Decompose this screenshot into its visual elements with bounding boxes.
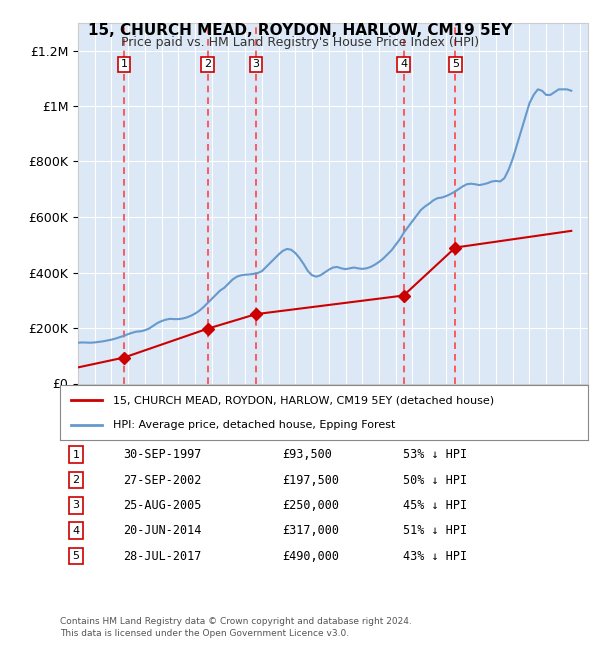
Text: £490,000: £490,000 [282, 550, 339, 562]
Text: 50% ↓ HPI: 50% ↓ HPI [403, 473, 467, 486]
Text: 4: 4 [400, 59, 407, 70]
Text: 5: 5 [452, 59, 459, 70]
Text: 15, CHURCH MEAD, ROYDON, HARLOW, CM19 5EY (detached house): 15, CHURCH MEAD, ROYDON, HARLOW, CM19 5E… [113, 395, 494, 405]
Text: Contains HM Land Registry data © Crown copyright and database right 2024.
This d: Contains HM Land Registry data © Crown c… [60, 618, 412, 638]
Text: 1: 1 [121, 59, 127, 70]
Text: 27-SEP-2002: 27-SEP-2002 [124, 473, 202, 486]
Text: 15, CHURCH MEAD, ROYDON, HARLOW, CM19 5EY: 15, CHURCH MEAD, ROYDON, HARLOW, CM19 5E… [88, 23, 512, 38]
Text: 2: 2 [204, 59, 211, 70]
Text: £93,500: £93,500 [282, 448, 332, 461]
Text: 43% ↓ HPI: 43% ↓ HPI [403, 550, 467, 562]
Text: 5: 5 [73, 551, 79, 561]
Text: £197,500: £197,500 [282, 473, 339, 486]
Text: 4: 4 [72, 526, 79, 536]
Text: 3: 3 [73, 500, 79, 510]
Text: 25-AUG-2005: 25-AUG-2005 [124, 499, 202, 512]
Text: 1: 1 [73, 450, 79, 460]
Text: 3: 3 [253, 59, 260, 70]
Text: 2: 2 [72, 475, 79, 485]
Text: Price paid vs. HM Land Registry's House Price Index (HPI): Price paid vs. HM Land Registry's House … [121, 36, 479, 49]
Text: 53% ↓ HPI: 53% ↓ HPI [403, 448, 467, 461]
Text: 30-SEP-1997: 30-SEP-1997 [124, 448, 202, 461]
Text: £317,000: £317,000 [282, 524, 339, 537]
Text: £250,000: £250,000 [282, 499, 339, 512]
Text: 45% ↓ HPI: 45% ↓ HPI [403, 499, 467, 512]
Text: 51% ↓ HPI: 51% ↓ HPI [403, 524, 467, 537]
Text: 20-JUN-2014: 20-JUN-2014 [124, 524, 202, 537]
Text: 28-JUL-2017: 28-JUL-2017 [124, 550, 202, 562]
Text: HPI: Average price, detached house, Epping Forest: HPI: Average price, detached house, Eppi… [113, 420, 395, 430]
